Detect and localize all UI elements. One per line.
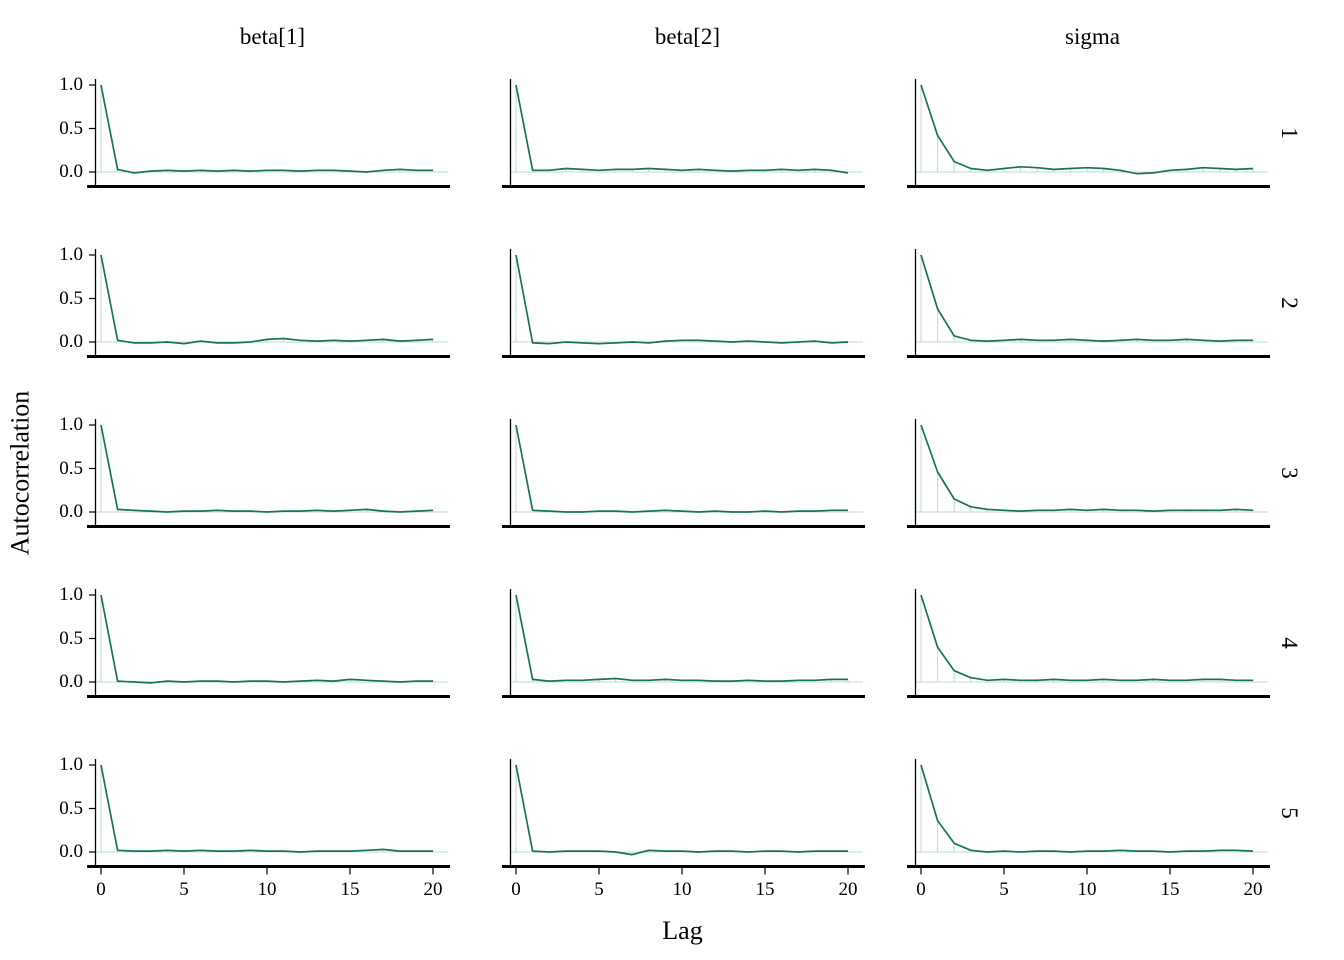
facet-row-label-chain2: 2 [1272, 245, 1306, 360]
acf-panel-sigma-chain-1 [907, 79, 1270, 188]
y-tick-label: 0.0 [59, 331, 83, 352]
facet-row-label-chain4: 4 [1272, 585, 1306, 700]
facet-row-label-text: 5 [1277, 806, 1302, 819]
x-tick-label: 5 [999, 879, 1009, 900]
x-tick-label: 10 [672, 879, 692, 900]
x-tick-label: 5 [179, 879, 189, 900]
y-tick-label: 1.0 [59, 754, 83, 775]
x-tick-label: 20 [1243, 879, 1263, 900]
y-tick-label: 0.5 [59, 627, 83, 649]
y-tick-label: 0.0 [59, 841, 83, 862]
facet-row-label-text: 1 [1277, 126, 1302, 139]
acf-panel-beta[1]-chain-4 [87, 589, 450, 698]
x-tick-label: 0 [511, 879, 521, 900]
x-tick-label: 10 [1077, 879, 1097, 900]
facet-row-label-chain3: 3 [1272, 415, 1306, 530]
acf-panel-beta[2]-chain-4 [502, 589, 865, 698]
facet-row-label-text: 3 [1277, 466, 1302, 479]
x-tick-label: 20 [423, 879, 443, 900]
facet-col-label-beta2: beta[2] [654, 24, 721, 49]
acf-panel-beta[2]-chain-1 [502, 79, 865, 188]
y-tick-label: 0.5 [59, 117, 83, 139]
acf-panel-beta[1]-chain-3 [87, 419, 450, 528]
x-tick-label: 15 [1160, 879, 1180, 900]
x-tick-label: 15 [755, 879, 775, 900]
x-tick-label: 5 [594, 879, 604, 900]
acf-panel-sigma-chain-3 [907, 419, 1270, 528]
acf-panel-beta[1]-chain-1 [87, 79, 450, 188]
y-tick-label: 0.5 [59, 287, 83, 309]
x-tick-label: 0 [916, 879, 926, 900]
y-axis-title-text: Autocorrelation [5, 390, 35, 555]
x-tick-label: 0 [96, 879, 106, 900]
acf-panel-beta[2]-chain-5 [502, 759, 865, 875]
acf-panel-beta[1]-chain-5 [87, 759, 450, 875]
y-tick-label: 0.5 [59, 797, 83, 819]
y-tick-label: 1.0 [59, 244, 83, 265]
acf-panel-beta[1]-chain-2 [87, 249, 450, 358]
x-axis-title: Lag [662, 916, 703, 945]
facet-col-label-beta1: beta[1] [239, 24, 306, 49]
y-tick-label: 0.0 [59, 501, 83, 522]
acf-panel-beta[2]-chain-3 [502, 419, 865, 528]
y-tick-label: 0.0 [59, 161, 83, 182]
facet-row-label-chain5: 5 [1272, 755, 1306, 870]
facet-row-label-text: 4 [1277, 636, 1302, 649]
x-tick-label: 20 [838, 879, 858, 900]
acf-panel-sigma-chain-4 [907, 589, 1270, 698]
facet-col-label-sigma: sigma [1065, 24, 1120, 49]
facet-row-label-chain1: 1 [1272, 75, 1306, 190]
y-tick-label: 0.5 [59, 457, 83, 479]
y-tick-label: 1.0 [59, 414, 83, 435]
x-tick-label: 15 [340, 879, 360, 900]
y-tick-label: 1.0 [59, 74, 83, 95]
y-tick-label: 1.0 [59, 584, 83, 605]
facet-row-label-text: 2 [1277, 296, 1302, 309]
acf-panel-beta[2]-chain-2 [502, 249, 865, 358]
y-tick-label: 0.0 [59, 671, 83, 692]
acf-panel-sigma-chain-5 [907, 759, 1270, 875]
acf-panel-sigma-chain-2 [907, 249, 1270, 358]
x-tick-label: 10 [257, 879, 277, 900]
